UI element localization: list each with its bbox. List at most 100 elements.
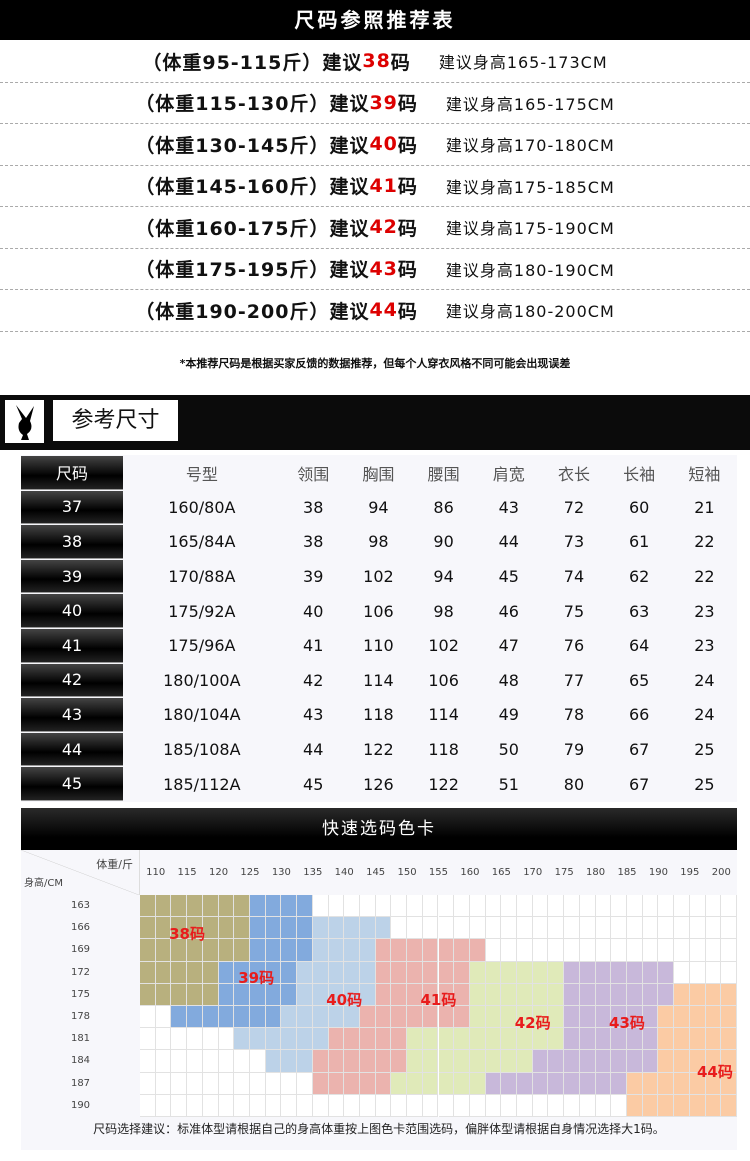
grid-cell (140, 895, 156, 918)
table-cell: 106 (428, 670, 459, 690)
grid-cell (187, 1050, 203, 1073)
grid-cell (532, 1072, 549, 1095)
grid-cell (234, 1094, 250, 1117)
table-cell: 46 (498, 601, 519, 621)
size-cell: 38 (21, 525, 123, 559)
grid-cell (375, 1028, 392, 1051)
grid-cell (627, 895, 643, 918)
table-cell: 73 (563, 532, 585, 552)
grid-cell (642, 1094, 659, 1117)
grid-cell (454, 1094, 470, 1117)
grid-cell (140, 917, 156, 940)
grid-cell (202, 1028, 219, 1051)
grid-cell (202, 1050, 219, 1073)
grid-cell (218, 983, 235, 1006)
table-cell: 102 (363, 567, 394, 587)
grid-cell (155, 895, 172, 918)
grid-cell (548, 983, 565, 1006)
grid-cell (705, 983, 722, 1006)
grid-cell (234, 939, 250, 962)
grid-cell (658, 1006, 675, 1029)
grid-cell (689, 983, 706, 1006)
grid-cell (359, 961, 376, 984)
table-cell: 77 (563, 670, 585, 690)
table-cell: 62 (628, 567, 650, 587)
grid-cell (312, 1050, 329, 1073)
grid-cell (171, 1006, 188, 1029)
grid-cell (391, 939, 408, 962)
rec-height: 建议身高175-190CM (445, 219, 615, 239)
grid-cell (312, 1028, 329, 1051)
grid-cell (595, 1050, 612, 1073)
grid-cell (281, 895, 298, 918)
grid-cell (595, 917, 612, 940)
table-row: 42 180/100A 42 114 106 48 77 65 24 (21, 663, 737, 698)
rec-size: 38 (362, 50, 391, 73)
grid-cell (187, 1094, 203, 1117)
table-cell: 118 (363, 705, 394, 725)
grid-cell (674, 939, 690, 962)
grid-cell (548, 961, 565, 984)
color-card-title: 快速选码色卡 (21, 808, 737, 850)
grid-cell (642, 983, 659, 1006)
disclaimer-note: *本推荐尺码是根据买家反馈的数据推荐，但每个人穿衣风格不同可能会出现误差 (179, 357, 571, 370)
grid-cell (501, 983, 518, 1006)
grid-cell (312, 1072, 329, 1095)
grid-cell (689, 961, 706, 984)
column-header: 腰围 (427, 464, 460, 484)
table-cell: 49 (498, 705, 519, 725)
table-cell: 64 (628, 636, 650, 656)
height-tick: 187 (70, 1077, 91, 1089)
grid-cell (564, 1050, 580, 1073)
grid-cell (564, 939, 580, 962)
grid-cell (297, 917, 313, 940)
grid-cell (689, 1006, 706, 1029)
grid-cell (721, 1006, 737, 1029)
grid-cell (721, 1028, 737, 1051)
grid-cell (469, 1072, 486, 1095)
table-cell: 94 (433, 567, 454, 587)
recommendation-row: （体重115-130斤）建议 39 码 建议身高165-175CM (0, 83, 750, 124)
grid-cell (485, 983, 502, 1006)
grid-cell (422, 895, 439, 918)
grid-cell (312, 983, 329, 1006)
grid-cell (281, 983, 298, 1006)
grid-cell (579, 1028, 596, 1051)
grid-cell (328, 895, 345, 918)
grid-cell (297, 1028, 313, 1051)
table-cell: 24 (694, 670, 715, 690)
grid-cell (328, 983, 345, 1006)
grid-cell (532, 1028, 549, 1051)
grid-cell (171, 895, 188, 918)
rec-size: 40 (369, 133, 398, 156)
grid-cell (281, 917, 298, 940)
grid-cell (721, 917, 737, 940)
grid-cell (611, 1094, 628, 1117)
table-cell: 45 (303, 774, 324, 794)
grid-cell (564, 1028, 580, 1051)
grid-cell (391, 983, 408, 1006)
grid-cell (469, 895, 486, 918)
rec-weight: （体重175-195斤）建议 (135, 259, 370, 282)
grid-cell (171, 983, 188, 1006)
rec-height: 建议身高175-185CM (445, 177, 615, 197)
grid-cell (579, 917, 596, 940)
bunny-logo-icon (5, 400, 44, 443)
rec-height: 建议身高165-173CM (438, 53, 608, 73)
grid-cell (375, 983, 392, 1006)
grid-cell (155, 1050, 172, 1073)
grid-cell (564, 1094, 580, 1117)
grid-cell (564, 917, 580, 940)
grid-cell (469, 917, 486, 940)
rec-height: 建议身高170-180CM (445, 136, 615, 156)
grid-cell (564, 1006, 580, 1029)
grid-cell (312, 895, 329, 918)
table-cell: 47 (498, 636, 519, 656)
grid-cell (391, 1050, 408, 1073)
grid-cell (281, 1050, 298, 1073)
weight-tick: 150 (397, 867, 417, 878)
grid-cell (265, 1006, 282, 1029)
grid-cell (674, 895, 690, 918)
table-cell: 86 (433, 497, 454, 517)
grid-cell (375, 1072, 392, 1095)
